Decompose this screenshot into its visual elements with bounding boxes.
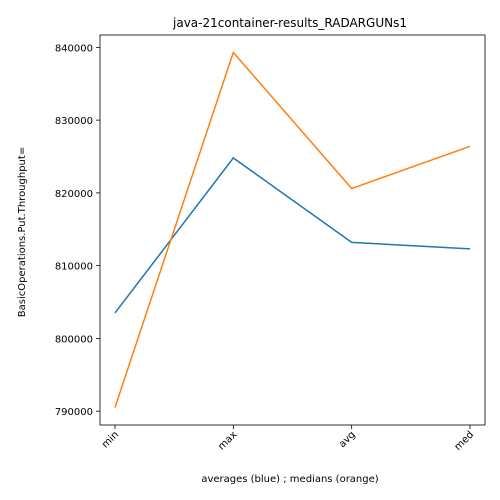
y-tick-label: 830000 [55,116,93,127]
series-layer [114,50,471,408]
series-medians-line [114,50,471,408]
chart-title: java-21container-results_RADARGUNs1 [172,16,407,30]
y-tick-label: 810000 [55,262,93,273]
y-tick-label: 790000 [55,407,93,418]
x-axis-label: averages (blue) ; medians (orange) [201,474,378,485]
y-tick-label: 800000 [55,334,93,345]
y-axis-ticks: 790000 800000 810000 820000 830000 840000 [55,43,100,418]
y-axis-label: BasicOperations.Put.Throughput= [17,147,28,317]
y-tick-label: 840000 [55,43,93,54]
y-tick-label: 820000 [55,189,93,200]
plot-frame [99,34,486,426]
series-averages-line [114,156,471,314]
plot-area [99,34,486,426]
